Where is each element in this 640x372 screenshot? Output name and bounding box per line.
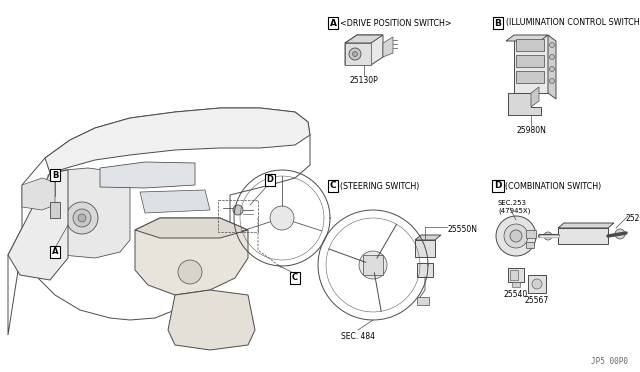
Polygon shape [100, 162, 195, 188]
Bar [512, 282, 520, 287]
Text: A: A [52, 247, 58, 257]
Bar [510, 270, 518, 280]
Polygon shape [558, 228, 608, 244]
Text: D: D [494, 182, 502, 190]
Text: (ILLUMINATION CONTROL SWITCH): (ILLUMINATION CONTROL SWITCH) [506, 19, 640, 28]
Polygon shape [48, 168, 130, 258]
Text: 25550N: 25550N [448, 225, 478, 234]
Circle shape [510, 230, 522, 242]
Circle shape [365, 257, 381, 273]
Bar [526, 230, 536, 238]
Polygon shape [345, 35, 383, 65]
Polygon shape [345, 35, 383, 43]
Circle shape [550, 67, 554, 71]
Text: JP5 00P0: JP5 00P0 [591, 357, 628, 366]
Bar [516, 71, 544, 83]
Text: C: C [292, 273, 298, 282]
Polygon shape [506, 35, 548, 41]
Circle shape [532, 279, 542, 289]
Circle shape [353, 51, 358, 57]
Bar [516, 39, 544, 51]
Polygon shape [22, 178, 55, 210]
Polygon shape [8, 170, 68, 280]
Text: 25540: 25540 [504, 290, 528, 299]
Polygon shape [135, 218, 248, 238]
Bar [417, 297, 429, 305]
Circle shape [496, 216, 536, 256]
Circle shape [78, 214, 86, 222]
Circle shape [233, 205, 243, 215]
Circle shape [270, 206, 294, 230]
Text: 25260P: 25260P [626, 214, 640, 223]
Polygon shape [168, 290, 255, 350]
Polygon shape [135, 218, 248, 295]
Text: SEC.253
(47945X): SEC.253 (47945X) [498, 200, 531, 214]
Text: A: A [330, 19, 337, 28]
Circle shape [359, 251, 387, 279]
Polygon shape [45, 108, 310, 173]
Circle shape [73, 209, 91, 227]
Text: B: B [52, 170, 58, 180]
Polygon shape [528, 275, 546, 293]
Polygon shape [383, 37, 393, 57]
Polygon shape [548, 35, 556, 99]
Polygon shape [514, 35, 548, 93]
Polygon shape [508, 93, 541, 115]
Bar [516, 55, 544, 67]
Text: D: D [266, 176, 273, 185]
Text: B: B [495, 19, 501, 28]
Text: (STEERING SWITCH): (STEERING SWITCH) [340, 182, 419, 190]
Circle shape [544, 232, 552, 240]
Polygon shape [140, 190, 210, 213]
Polygon shape [345, 43, 371, 65]
Text: C: C [330, 182, 336, 190]
Text: (COMBINATION SWITCH): (COMBINATION SWITCH) [505, 182, 601, 190]
Polygon shape [363, 255, 383, 275]
Polygon shape [415, 240, 435, 257]
Circle shape [550, 42, 554, 48]
Circle shape [504, 224, 528, 248]
Text: 25130P: 25130P [349, 76, 378, 85]
Circle shape [66, 202, 98, 234]
Polygon shape [415, 235, 441, 240]
Text: <DRIVE POSITION SWITCH>: <DRIVE POSITION SWITCH> [340, 19, 452, 28]
Text: SEC. 484: SEC. 484 [341, 332, 375, 341]
Circle shape [615, 229, 625, 239]
Polygon shape [508, 268, 524, 282]
Polygon shape [531, 87, 539, 107]
Circle shape [349, 48, 361, 60]
Circle shape [550, 78, 554, 83]
Bar [50, 202, 60, 218]
Polygon shape [558, 223, 614, 228]
Bar [526, 242, 534, 248]
Circle shape [178, 260, 202, 284]
Text: 25980N: 25980N [516, 126, 546, 135]
Polygon shape [417, 263, 433, 277]
Circle shape [550, 55, 554, 60]
Text: 25567: 25567 [525, 296, 549, 305]
